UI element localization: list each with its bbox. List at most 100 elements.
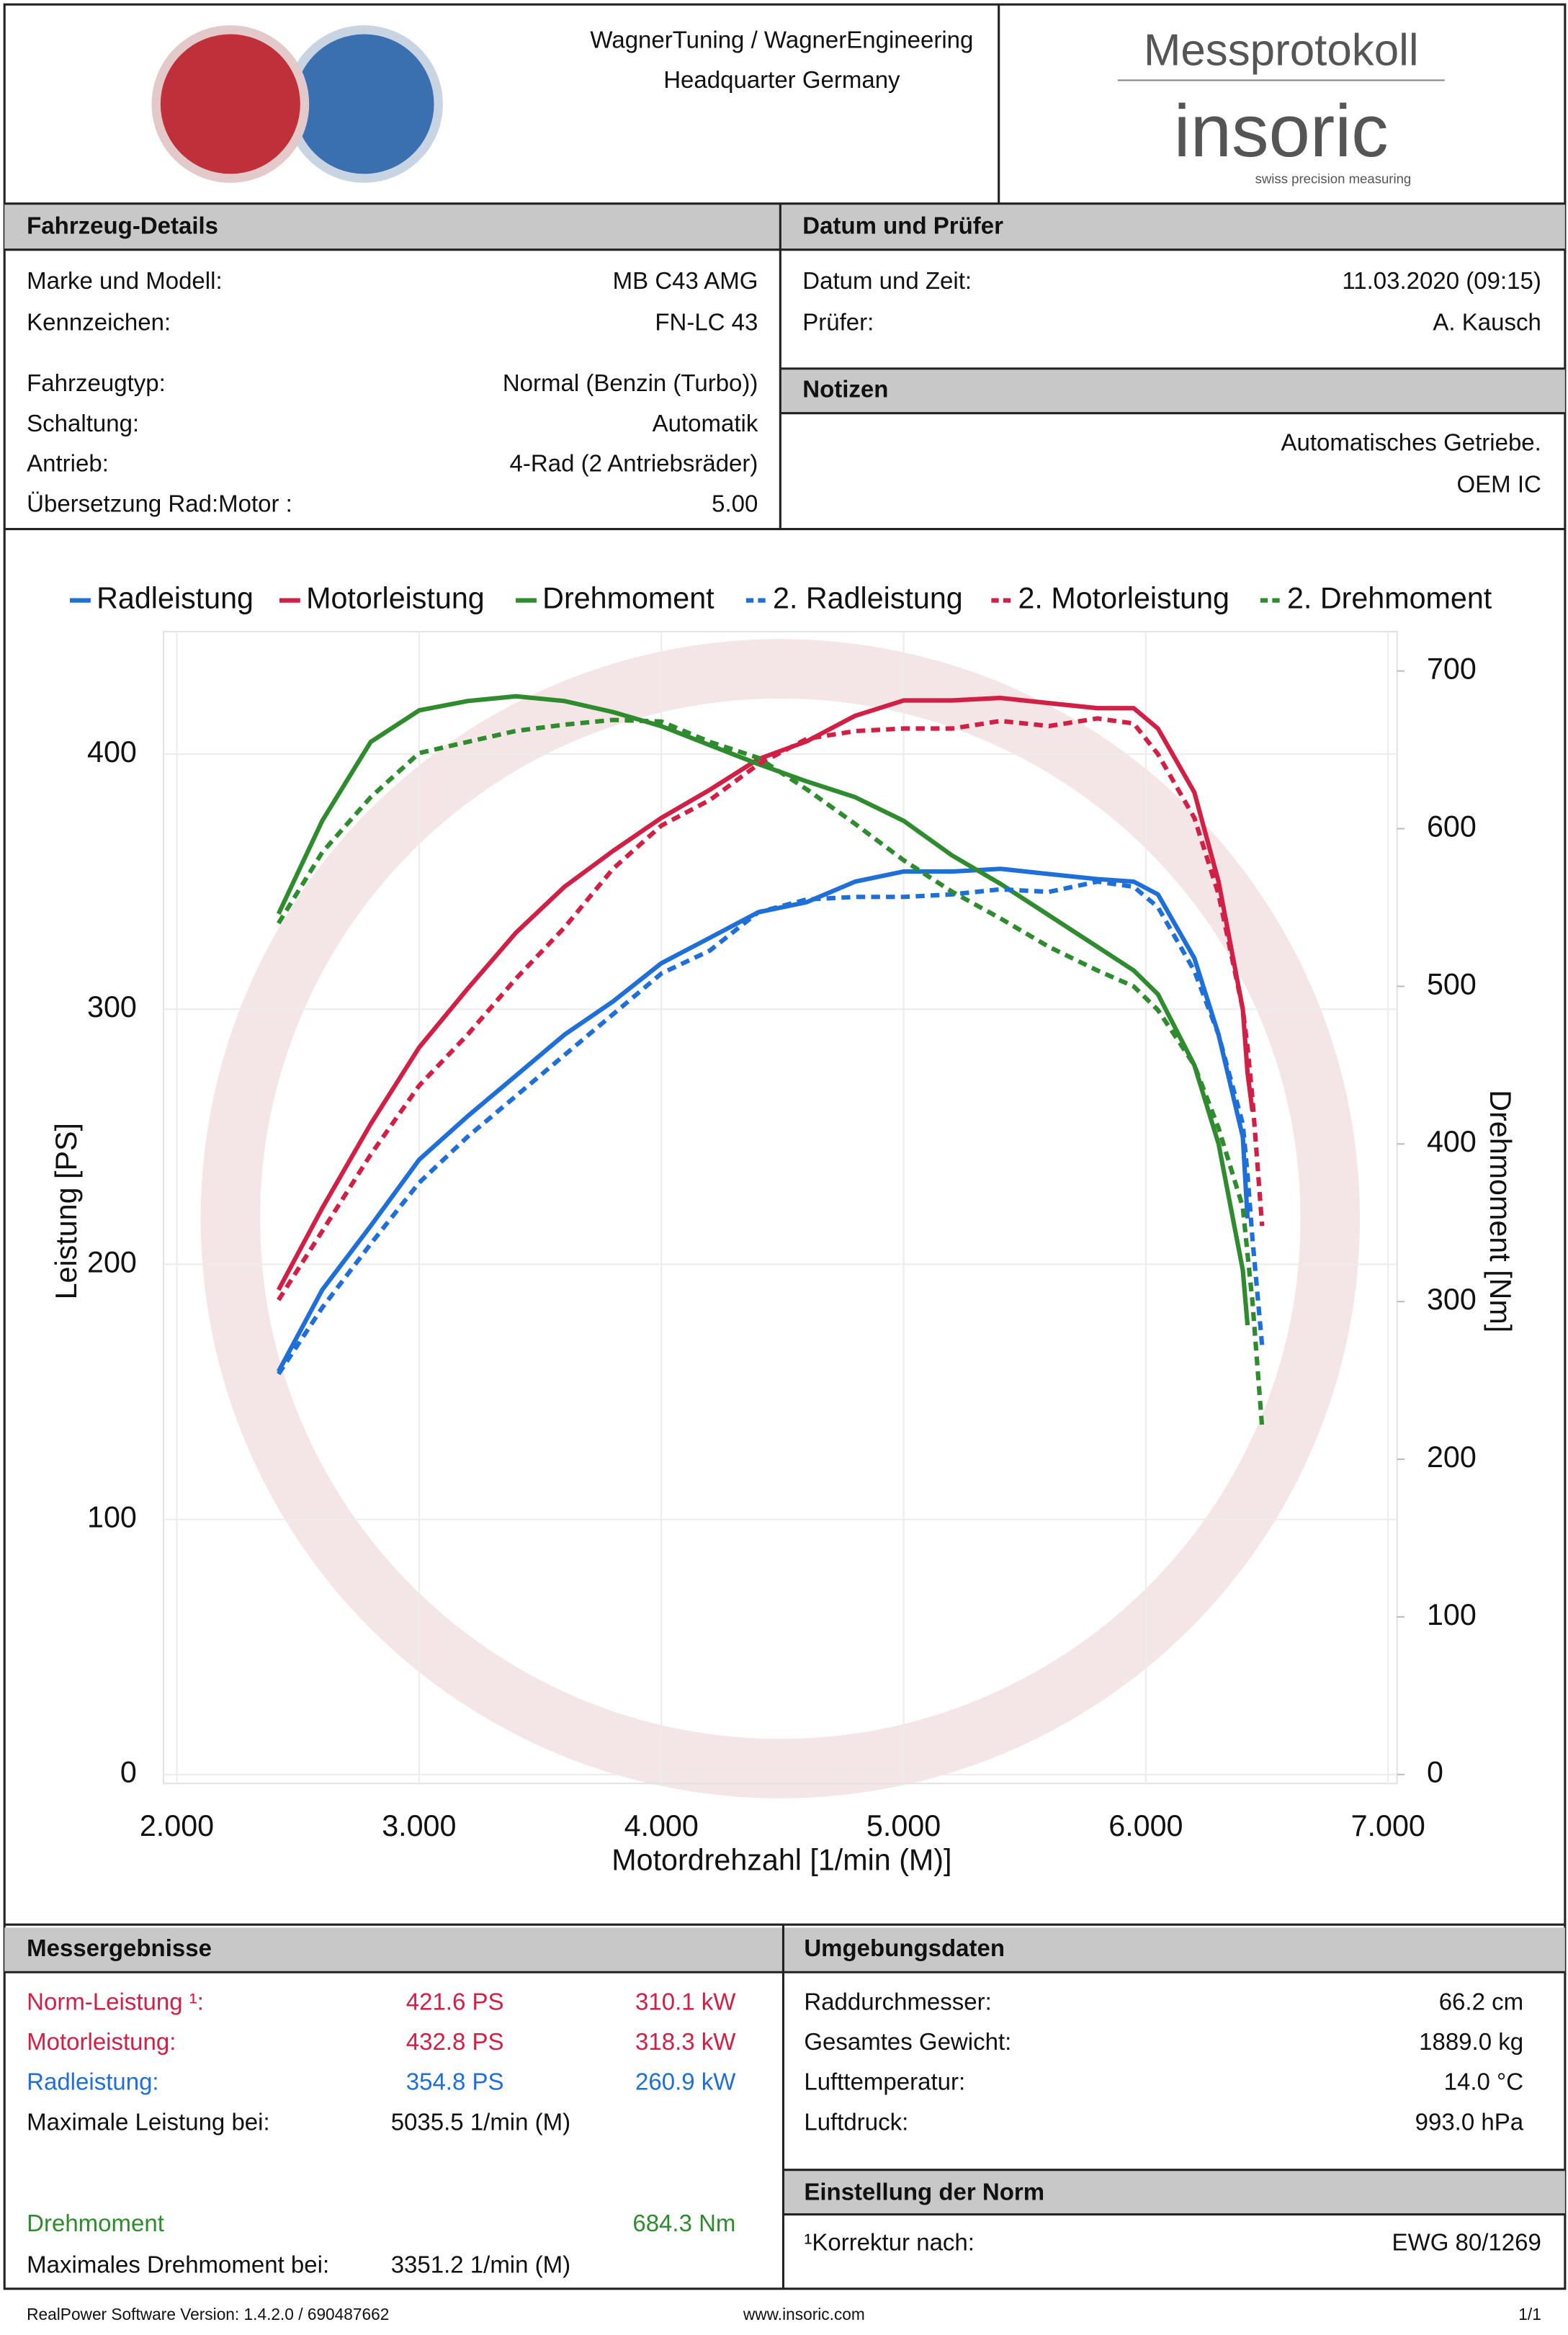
field-value: A. Kausch — [1433, 309, 1541, 336]
plot-frame — [162, 630, 1398, 1785]
field-value: EWG 80/1269 — [1392, 2229, 1541, 2256]
section-title: Messergebnisse — [27, 1935, 212, 1961]
x-axis-title: Motordrehzahl [1/min (M)] — [611, 1843, 951, 1876]
footer: RealPower Software Version: 1.4.2.0 / 69… — [27, 2305, 389, 2323]
y-tick-label: 400 — [87, 735, 137, 768]
result-label: Motorleistung: — [27, 2028, 176, 2055]
legend-label: Motorleistung — [306, 582, 485, 615]
legend-label: Drehmoment — [542, 582, 714, 615]
field-label: Datum und Zeit: — [802, 267, 972, 294]
x-tick-label: 7.000 — [1351, 1809, 1425, 1842]
legend-label: Radleistung — [97, 582, 254, 615]
section-title: Datum und Prüfer — [802, 212, 1003, 238]
series-line — [277, 879, 1265, 1376]
field-value: MB C43 AMG — [613, 267, 758, 294]
doc-title: Messprotokoll — [1144, 26, 1419, 76]
x-tick-label: 5.000 — [866, 1809, 941, 1842]
content: Fahrzeug-Details Marke und Modell: MB C43 … — [27, 212, 1541, 2323]
legend-label: 2. Radleistung — [773, 582, 963, 615]
x-tick-label: 6.000 — [1108, 1809, 1183, 1842]
footer: 1/1 — [1518, 2305, 1541, 2323]
result-value: 5035.5 1/min (M) — [391, 2108, 570, 2135]
field-value: 14.0 °C — [1444, 2069, 1523, 2095]
field-label: Luftdruck: — [804, 2108, 908, 2135]
location: Headquarter Germany — [663, 66, 900, 93]
result-ps: 354.8 PS — [406, 2069, 504, 2095]
field-label: ¹Korrektur nach: — [804, 2229, 975, 2256]
series-line — [276, 695, 1255, 1291]
y2-axis-title: Drehmoment [Nm] — [1484, 1090, 1517, 1332]
field-value: 66.2 cm — [1439, 1988, 1523, 2014]
note: Automatisches Getriebe. — [1281, 429, 1541, 456]
result-kw: 260.9 kW — [635, 2069, 736, 2095]
y-tick-label: 200 — [87, 1245, 137, 1278]
field-value: Automatik — [653, 410, 758, 436]
x-tick-label: 2.000 — [140, 1809, 214, 1842]
section-bar — [783, 2169, 1565, 2215]
field-value: 4-Rad (2 Antriebsräder) — [510, 450, 758, 477]
section-title: Fahrzeug-Details — [27, 212, 218, 238]
note: OEM IC — [1457, 470, 1541, 497]
result-value: 3351.2 1/min (M) — [391, 2251, 570, 2278]
section-title: Notizen — [802, 375, 888, 402]
result-label: Maximale Leistung bei: — [27, 2108, 270, 2135]
field-value: FN-LC 43 — [655, 309, 758, 336]
watermark — [200, 639, 1361, 1798]
series-line — [276, 694, 1250, 1326]
field-label: Fahrzeugtyp: — [27, 369, 166, 396]
series-line — [277, 717, 1265, 1428]
section-title: Einstellung der Norm — [804, 2178, 1044, 2205]
field-label: Kennzeichen: — [27, 309, 171, 336]
field-label: Lufttemperatur: — [804, 2069, 965, 2095]
field-label: Antrieb: — [27, 450, 109, 477]
logo-we — [285, 25, 443, 183]
result-ps: 421.6 PS — [406, 1988, 504, 2014]
y2-tick-label: 400 — [1427, 1125, 1477, 1158]
y2-tick-label: 200 — [1427, 1440, 1477, 1474]
field-label: Marke und Modell: — [27, 267, 222, 294]
x-tick-label: 3.000 — [382, 1809, 456, 1842]
section-bar — [4, 1927, 1565, 1973]
field-label: Gesamtes Gewicht: — [804, 2028, 1011, 2055]
frame — [3, 3, 1567, 2290]
y-tick-label: 100 — [87, 1501, 137, 1534]
series-line — [277, 716, 1265, 1301]
field-label: Raddurchmesser: — [804, 1988, 991, 2014]
section-title: Umgebungsdaten — [804, 1935, 1005, 1961]
brand: insoric — [1174, 89, 1389, 172]
field-value: 993.0 hPa — [1415, 2108, 1524, 2135]
field-value: 11.03.2020 (09:15) — [1342, 267, 1541, 294]
result-label: Maximales Drehmoment bei: — [27, 2251, 329, 2278]
field-label: Übersetzung Rad:Motor : — [27, 490, 292, 516]
footer: www.insoric.com — [743, 2305, 865, 2323]
y-axis-title: Leistung [PS] — [50, 1123, 83, 1299]
legend-label: 2. Drehmoment — [1287, 582, 1492, 615]
company: WagnerTuning / WagnerEngineering — [590, 26, 973, 53]
field-label: Prüfer: — [802, 309, 874, 336]
y2-tick-label: 500 — [1427, 967, 1477, 1000]
result-label: Drehmoment — [27, 2210, 164, 2236]
y2-tick-label: 300 — [1427, 1283, 1477, 1316]
section-bar — [4, 203, 1565, 250]
legend-label: 2. Motorleistung — [1018, 582, 1229, 615]
tagline: swiss precision measuring — [1255, 171, 1412, 187]
y2-tick-label: 600 — [1427, 810, 1477, 843]
y-tick-label: 300 — [87, 990, 137, 1023]
y2-tick-label: 700 — [1427, 653, 1477, 686]
logo-wt — [151, 25, 310, 183]
result-label: Radleistung: — [27, 2069, 158, 2095]
result-label: Norm-Leistung ¹: — [27, 1988, 204, 2014]
result-kw: 318.3 kW — [635, 2028, 736, 2055]
x-tick-label: 4.000 — [624, 1809, 699, 1842]
field-value: 1889.0 kg — [1419, 2028, 1523, 2055]
field-value: Normal (Benzin (Turbo)) — [503, 369, 758, 396]
result-ps: 432.8 PS — [406, 2028, 504, 2055]
series-line — [276, 866, 1250, 1373]
result-value: 684.3 Nm — [632, 2210, 735, 2236]
result-kw: 310.1 kW — [635, 1988, 736, 2014]
field-label: Schaltung: — [27, 410, 139, 436]
y2-tick-label: 100 — [1427, 1598, 1477, 1631]
section-bar — [780, 368, 1565, 413]
